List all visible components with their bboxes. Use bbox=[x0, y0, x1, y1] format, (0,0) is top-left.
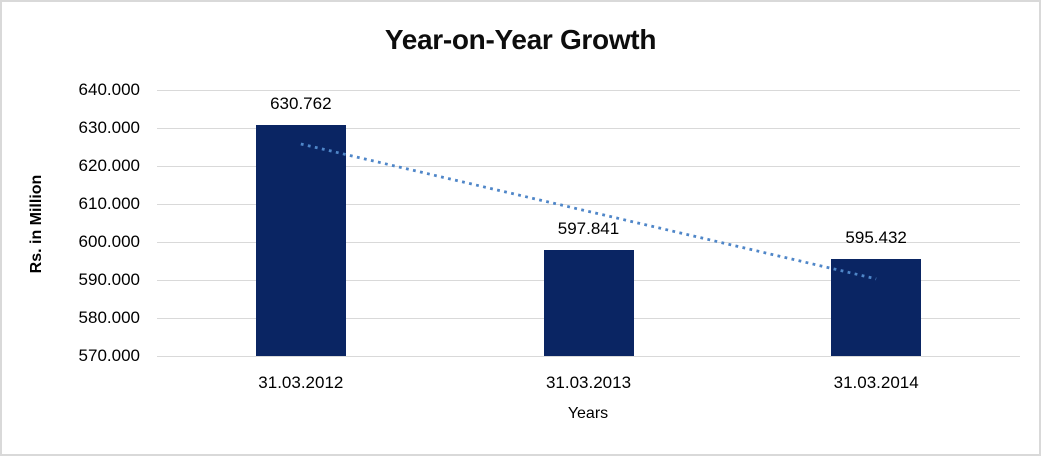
bar-value-label: 630.762 bbox=[270, 94, 332, 114]
y-tick-label: 600.000 bbox=[78, 232, 140, 251]
chart-title: Year-on-Year Growth bbox=[384, 24, 657, 55]
bar-value-label: 597.841 bbox=[557, 219, 620, 239]
bar bbox=[255, 125, 346, 356]
x-category-label: 31.03.2014 bbox=[833, 373, 919, 392]
gridline bbox=[157, 127, 1020, 129]
x-category-label: 31.03.2013 bbox=[545, 373, 632, 392]
y-tick-label: 620.000 bbox=[78, 156, 140, 175]
y-tick-label: 590.000 bbox=[78, 270, 140, 289]
bar bbox=[543, 250, 634, 356]
y-tick-label: 610.000 bbox=[78, 194, 140, 213]
y-tick-label: 630.000 bbox=[78, 118, 140, 137]
y-tick-label: 570.000 bbox=[78, 346, 140, 365]
bar bbox=[831, 259, 922, 356]
gridline bbox=[157, 89, 1020, 91]
bar-value-label: 595.432 bbox=[845, 228, 907, 248]
gridline bbox=[157, 355, 1020, 357]
y-tick-label: 580.000 bbox=[78, 308, 140, 327]
x-axis-title: Years bbox=[567, 405, 609, 422]
y-tick-label: 640.000 bbox=[78, 80, 140, 99]
x-category-label: 31.03.2012 bbox=[258, 373, 344, 392]
